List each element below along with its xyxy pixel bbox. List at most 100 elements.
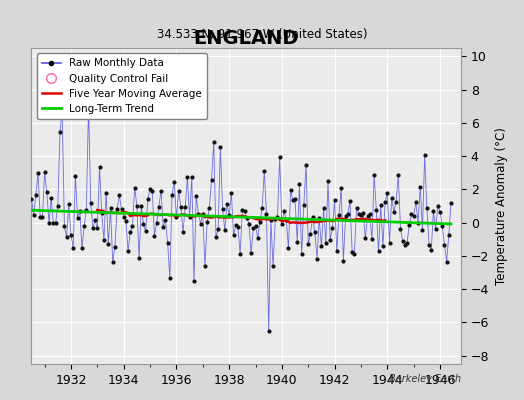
Point xyxy=(274,214,282,220)
Point xyxy=(302,162,310,168)
Point xyxy=(117,206,126,213)
Point xyxy=(346,198,354,204)
Point xyxy=(172,214,181,220)
Point xyxy=(374,248,383,255)
Point xyxy=(256,219,264,225)
Point xyxy=(300,202,308,208)
Point xyxy=(267,217,275,224)
Point xyxy=(390,209,398,215)
Point xyxy=(58,106,67,112)
Point xyxy=(80,223,89,230)
Point xyxy=(161,216,170,223)
Point xyxy=(27,195,36,202)
Title: ENGLAND: ENGLAND xyxy=(193,29,299,48)
Point xyxy=(185,214,194,220)
Point xyxy=(108,259,117,266)
Point xyxy=(128,222,137,229)
Point xyxy=(333,248,341,254)
Point xyxy=(139,221,148,227)
Point xyxy=(38,214,47,220)
Point xyxy=(230,232,238,238)
Point xyxy=(352,205,361,211)
Point xyxy=(401,242,409,248)
Point xyxy=(249,225,257,232)
Point xyxy=(122,218,130,225)
Point xyxy=(282,216,290,223)
Point xyxy=(258,205,266,211)
Point xyxy=(379,243,387,249)
Point xyxy=(144,196,152,202)
Point xyxy=(89,225,97,231)
Point xyxy=(416,184,424,190)
Point xyxy=(425,242,433,248)
Point xyxy=(196,220,205,227)
Point xyxy=(168,192,176,198)
Point xyxy=(420,152,429,158)
Point xyxy=(418,226,427,233)
Point xyxy=(234,224,242,230)
Point xyxy=(78,245,86,251)
Point xyxy=(328,225,336,232)
Point xyxy=(212,234,220,240)
Point xyxy=(280,208,288,214)
Point xyxy=(227,190,235,196)
Point xyxy=(377,202,385,209)
Point xyxy=(135,255,143,262)
Point xyxy=(276,154,284,160)
Point xyxy=(403,240,411,246)
Point xyxy=(163,240,172,246)
Point xyxy=(252,223,260,230)
Point xyxy=(309,214,317,220)
Point xyxy=(394,172,402,178)
Point xyxy=(124,248,132,254)
Point xyxy=(104,241,113,247)
Point xyxy=(326,236,334,243)
Point xyxy=(130,185,139,191)
Point xyxy=(47,195,56,201)
Point xyxy=(141,228,150,235)
Point xyxy=(396,225,405,232)
Point xyxy=(438,222,446,229)
Point xyxy=(313,255,321,262)
Point xyxy=(287,187,295,194)
Point xyxy=(331,197,339,203)
Point xyxy=(350,251,358,257)
Point xyxy=(412,199,420,206)
Point xyxy=(221,227,229,233)
Point xyxy=(385,239,394,246)
Point xyxy=(56,129,64,135)
Point xyxy=(205,204,214,211)
Point xyxy=(269,263,277,270)
Point xyxy=(381,199,389,206)
Point xyxy=(304,241,312,248)
Point xyxy=(31,192,40,198)
Point xyxy=(447,199,455,206)
Point xyxy=(201,263,209,269)
Point xyxy=(429,208,438,214)
Point xyxy=(40,169,49,175)
Point xyxy=(174,187,183,194)
Point xyxy=(263,211,271,217)
Point xyxy=(366,211,374,217)
Point xyxy=(208,176,216,183)
Point xyxy=(177,203,185,210)
Point xyxy=(315,215,323,221)
Point xyxy=(335,212,343,218)
Point xyxy=(155,204,163,210)
Point xyxy=(370,172,378,178)
Point xyxy=(170,178,178,185)
Point xyxy=(355,210,363,217)
Point xyxy=(126,229,135,235)
Point xyxy=(223,201,231,208)
Point xyxy=(62,234,71,240)
Point xyxy=(71,172,80,179)
Point xyxy=(431,226,440,232)
Point xyxy=(298,251,306,258)
Point xyxy=(84,102,93,108)
Point xyxy=(67,232,75,238)
Point xyxy=(69,244,78,251)
Point xyxy=(45,220,53,226)
Point xyxy=(214,226,222,232)
Point xyxy=(427,247,435,253)
Point xyxy=(148,188,157,195)
